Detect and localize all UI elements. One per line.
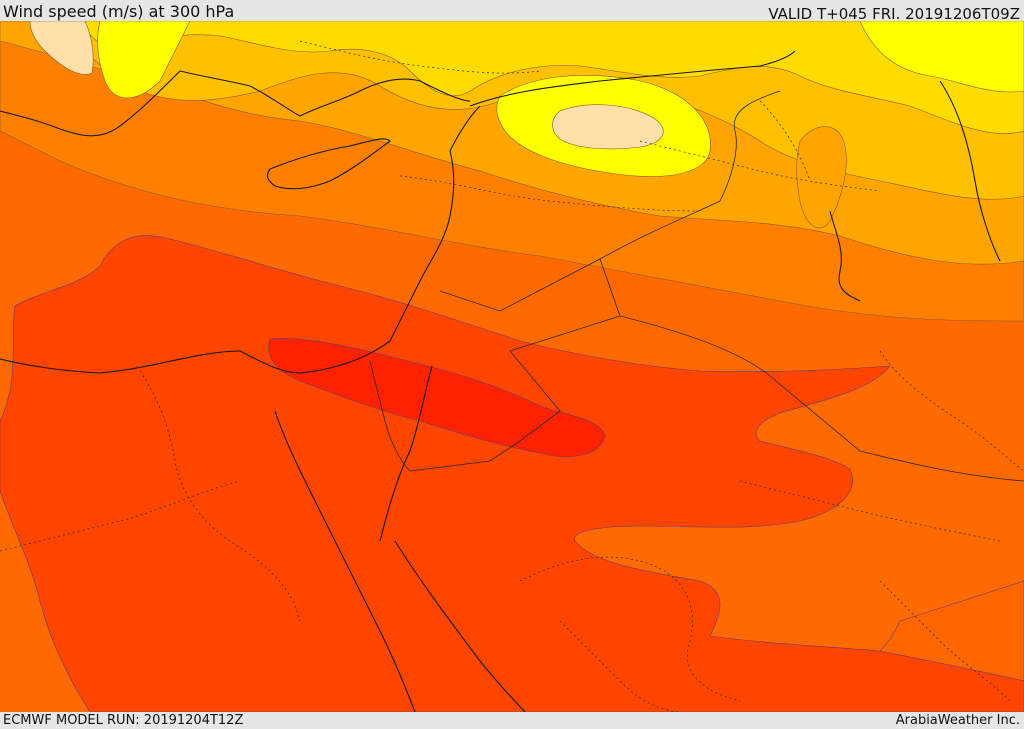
subnational-boundaries [0, 40, 1024, 712]
model-run-label: ECMWF MODEL RUN: 20191204T12Z [3, 713, 244, 728]
valid-time-label: VALID T+045 FRI. 20191206T09Z [768, 5, 1020, 23]
map-title: Wind speed (m/s) at 300 hPa [3, 2, 235, 21]
coastlines [0, 50, 1001, 712]
header-bar: Wind speed (m/s) at 300 hPa VALID T+045 … [0, 0, 1024, 23]
wind-speed-map [0, 21, 1024, 712]
borders [369, 90, 1024, 482]
wind-band-pale-northwest [29, 21, 94, 75]
footer-bar: ECMWF MODEL RUN: 20191204T12Z ArabiaWeat… [0, 712, 1024, 729]
wind-band-orange-east [879, 580, 1024, 682]
wind-band-red [268, 338, 606, 457]
wind-band-pale-central [552, 104, 664, 150]
wind-band-amber-east [796, 126, 847, 229]
credit-label: ArabiaWeather Inc. [895, 713, 1020, 728]
wind-band-yellow-north [97, 21, 191, 99]
wind-band-gold [79, 21, 1024, 134]
wind-band-yellow-northeast [859, 21, 1024, 93]
